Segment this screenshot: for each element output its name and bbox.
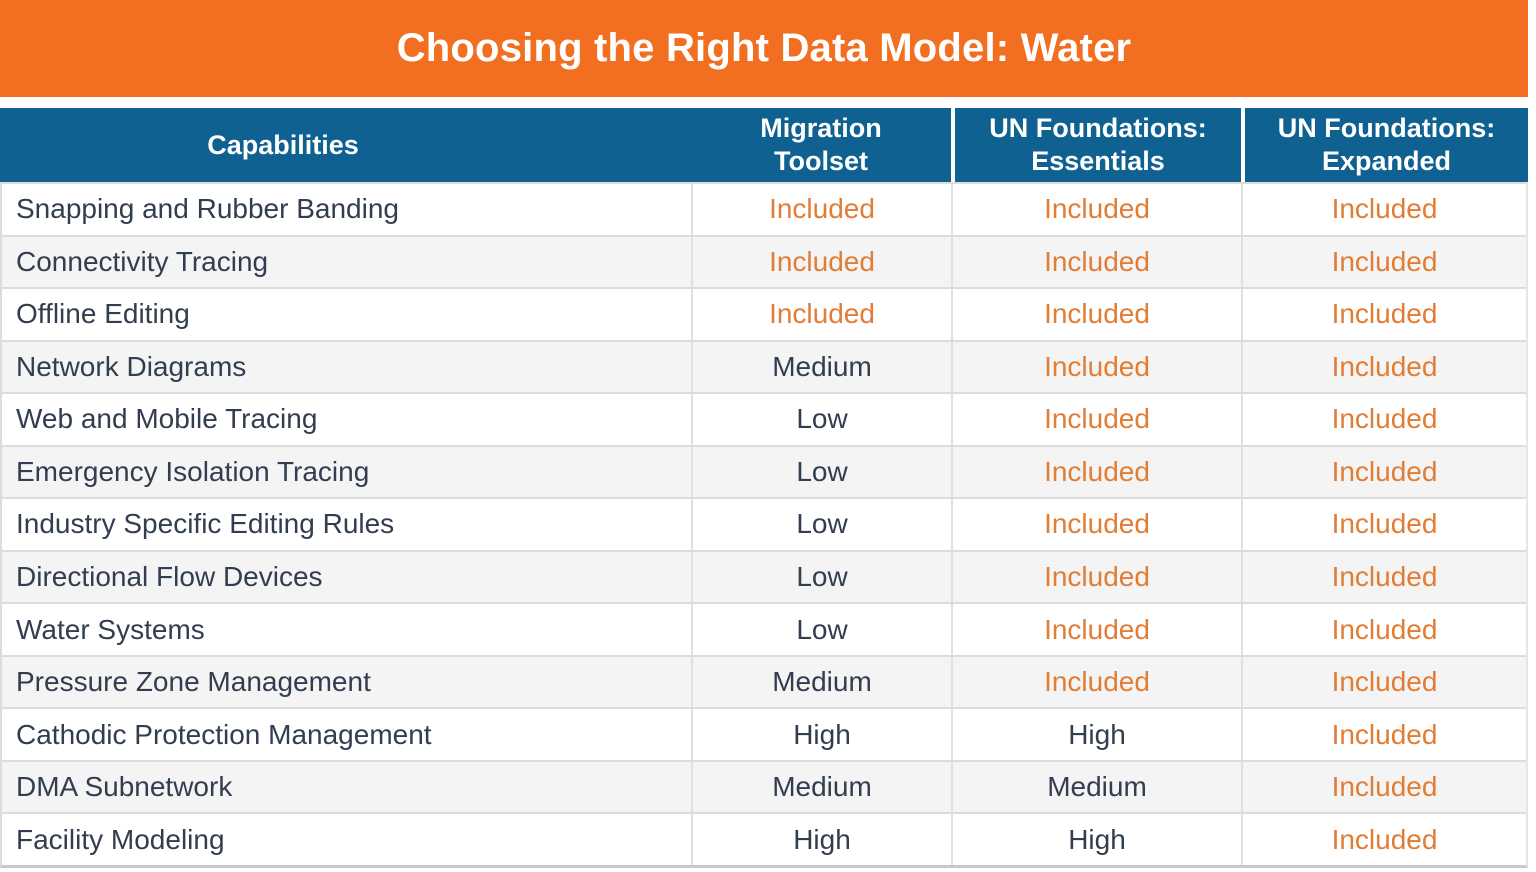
- capability-cell: Offline Editing: [16, 298, 190, 330]
- migration-toolset-cell: Low: [691, 446, 951, 498]
- column-header-migration-toolset: Migration Toolset: [691, 108, 951, 182]
- table-row: Web and Mobile Tracing Low Included Include…: [2, 392, 1526, 445]
- un-expanded-cell: Included: [1241, 236, 1526, 288]
- table-row: Snapping and Rubber Banding Included Inclu…: [2, 182, 1526, 235]
- capability-cell: Emergency Isolation Tracing: [16, 455, 370, 487]
- migration-toolset-cell: High: [691, 709, 951, 760]
- column-header-capabilities: Capabilities: [0, 108, 691, 182]
- migration-toolset-cell: Low: [691, 551, 951, 603]
- un-expanded-cell: Included: [1241, 394, 1526, 445]
- table-body: Snapping and Rubber Banding Included Inclu…: [0, 182, 1528, 868]
- un-essentials-cell: High: [951, 709, 1241, 760]
- table-row: Network Diagrams Medium Included Included: [2, 339, 1526, 393]
- page-title: Choosing the Right Data Model: Water: [396, 26, 1132, 70]
- un-essentials-cell: Included: [951, 341, 1241, 393]
- table-row: Cathodic Protection Management High High In…: [2, 707, 1526, 760]
- migration-toolset-cell: Included: [691, 236, 951, 288]
- table-row: Industry Specific Editing Rules Low Includ…: [2, 497, 1526, 550]
- migration-toolset-cell: Medium: [691, 656, 951, 708]
- capability-cell: Network Diagrams: [16, 350, 247, 382]
- migration-toolset-cell: Included: [691, 184, 951, 235]
- un-expanded-cell: Included: [1241, 289, 1526, 340]
- migration-toolset-cell: Low: [691, 394, 951, 445]
- un-essentials-cell: Included: [951, 656, 1241, 708]
- capability-cell: Cathodic Protection Management: [16, 718, 432, 750]
- table-row: Emergency Isolation Tracing Low Included In…: [2, 444, 1526, 498]
- capability-cell: Directional Flow Devices: [16, 561, 323, 593]
- un-expanded-cell: Included: [1241, 814, 1526, 865]
- un-essentials-cell: Included: [951, 394, 1241, 445]
- un-expanded-cell: Included: [1241, 446, 1526, 498]
- capability-cell: Snapping and Rubber Banding: [16, 193, 399, 225]
- un-essentials-cell: Medium: [951, 761, 1241, 813]
- migration-toolset-cell: Medium: [691, 761, 951, 813]
- un-essentials-cell: Included: [951, 289, 1241, 340]
- un-expanded-cell: Included: [1241, 184, 1526, 235]
- un-expanded-cell: Included: [1241, 656, 1526, 708]
- table-row: Pressure Zone Management Medium Included In…: [2, 654, 1526, 708]
- un-essentials-cell: Included: [951, 446, 1241, 498]
- un-expanded-cell: Included: [1241, 709, 1526, 760]
- table-row: Facility Modeling High High Included: [2, 812, 1526, 865]
- table-row: Directional Flow Devices Low Included Inclu…: [2, 549, 1526, 603]
- un-essentials-cell: High: [951, 814, 1241, 865]
- migration-toolset-cell: Low: [691, 604, 951, 655]
- column-header-un-foundations-expanded: UN Foundations: Expanded: [1241, 108, 1528, 182]
- table-row: Offline Editing Included Included Included: [2, 287, 1526, 340]
- capability-cell: Industry Specific Editing Rules: [16, 508, 395, 540]
- migration-toolset-cell: High: [691, 814, 951, 865]
- title-banner: Choosing the Right Data Model: Water: [0, 0, 1528, 97]
- un-expanded-cell: Included: [1241, 499, 1526, 550]
- table-row: DMA Subnetwork Medium Medium Included: [2, 759, 1526, 813]
- table-row: Connectivity Tracing Included Included Incl…: [2, 234, 1526, 288]
- capability-cell: Facility Modeling: [16, 823, 225, 855]
- capability-cell: Web and Mobile Tracing: [16, 403, 318, 435]
- capability-cell: Water Systems: [16, 613, 205, 645]
- un-essentials-cell: Included: [951, 604, 1241, 655]
- migration-toolset-cell: Medium: [691, 341, 951, 393]
- capability-cell: Pressure Zone Management: [16, 666, 371, 698]
- banner-divider: [0, 97, 1528, 108]
- table-row: Water Systems Low Included Included: [2, 602, 1526, 655]
- column-header-un-foundations-essentials: UN Foundations: Essentials: [951, 108, 1241, 182]
- capability-cell: Connectivity Tracing: [16, 245, 269, 277]
- un-essentials-cell: Included: [951, 184, 1241, 235]
- un-expanded-cell: Included: [1241, 761, 1526, 813]
- un-essentials-cell: Included: [951, 551, 1241, 603]
- un-expanded-cell: Included: [1241, 604, 1526, 655]
- migration-toolset-cell: Low: [691, 499, 951, 550]
- capability-cell: DMA Subnetwork: [16, 771, 233, 803]
- un-expanded-cell: Included: [1241, 551, 1526, 603]
- un-expanded-cell: Included: [1241, 341, 1526, 393]
- table-header-row: Capabilities Migration Toolset UN Founda…: [0, 108, 1528, 182]
- un-essentials-cell: Included: [951, 499, 1241, 550]
- migration-toolset-cell: Included: [691, 289, 951, 340]
- un-essentials-cell: Included: [951, 236, 1241, 288]
